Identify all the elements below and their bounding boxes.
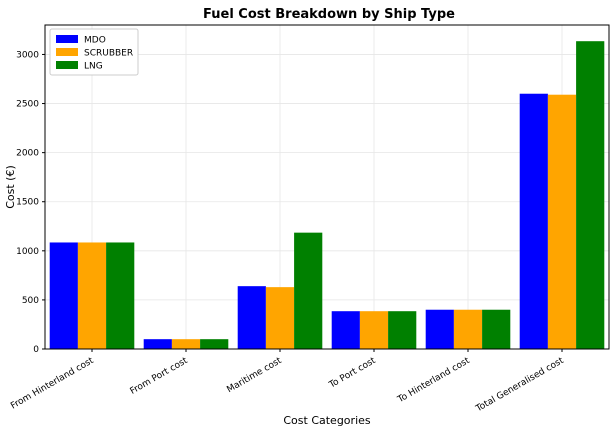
legend-label-scrubber: SCRUBBER [84,49,133,59]
y-tick-label: 3000 [16,50,39,60]
x-axis-ticks: From Hinterland cost From Port cost Mariti… [9,349,566,415]
bar-lng-4 [482,309,511,349]
bar-lng-5 [576,41,605,349]
y-tick-label: 500 [22,296,39,306]
y-tick-label: 0 [33,345,39,355]
x-tick-label: Maritime cost [225,356,284,396]
chart-title: Fuel Cost Breakdown by Ship Type [203,7,455,22]
y-axis-label: Cost (€) [4,165,17,209]
bar-scrubber-2 [265,287,295,349]
plot-frame [44,24,610,350]
legend: MDO SCRUBBER LNG [49,28,139,76]
bar-mdo-5 [519,93,548,350]
legend-label-lng: LNG [84,62,103,72]
bar-mdo-4 [425,309,454,349]
x-tick-label: From Hinterland cost [9,356,96,412]
bar-lng-3 [388,311,417,349]
bar-mdo-2 [237,286,266,349]
bar-lng-0 [106,242,135,349]
bar-scrubber-3 [359,311,389,349]
y-axis-ticks: 0 500 1000 1500 2000 2500 3000 [16,50,45,355]
bar-lng-2 [294,232,323,349]
legend-swatch-scrubber [56,48,78,56]
bars [49,41,605,350]
x-tick-label: Total Generalised cost [474,356,566,415]
bar-mdo-0 [49,242,78,349]
y-tick-label: 1000 [16,247,39,257]
x-axis-label: Cost Categories [283,414,371,427]
bar-mdo-1 [143,339,172,349]
legend-label-mdo: MDO [84,36,106,46]
y-tick-label: 2500 [16,100,39,110]
legend-swatch-lng [56,61,78,69]
x-tick-label: To Port cost [327,356,378,391]
x-tick-label: From Port cost [129,356,190,397]
bar-scrubber-0 [77,242,107,349]
x-tick-label: To Hinterland cost [395,356,471,406]
bar-mdo-3 [331,311,360,349]
y-tick-label: 1500 [16,198,39,208]
legend-swatch-mdo [56,35,78,43]
y-tick-label: 2000 [16,149,39,159]
bar-lng-1 [200,339,229,349]
bar-scrubber-4 [453,309,483,349]
bar-scrubber-5 [547,94,577,349]
bar-scrubber-1 [171,339,201,349]
